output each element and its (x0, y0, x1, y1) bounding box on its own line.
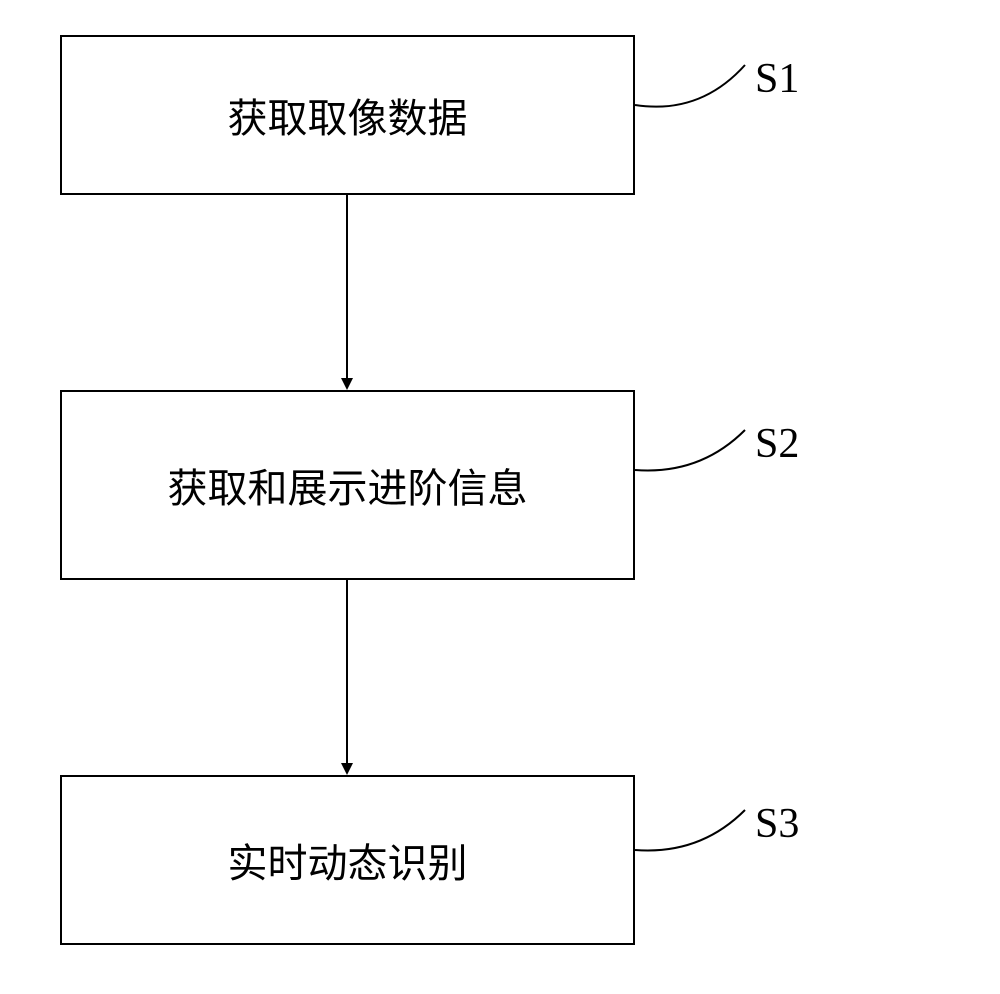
node-text: 实时动态识别 (228, 831, 468, 889)
node-text: 获取和展示进阶信息 (168, 456, 528, 514)
label-connector-s1 (635, 65, 745, 107)
flowchart-node-s3: 实时动态识别 (60, 775, 635, 945)
label-connector-s3 (635, 810, 745, 851)
node-text: 获取取像数据 (228, 86, 468, 144)
flowchart-node-s2: 获取和展示进阶信息 (60, 390, 635, 580)
node-label-s1: S1 (755, 55, 799, 103)
node-label-s3: S3 (755, 800, 799, 848)
node-label-s2: S2 (755, 420, 799, 468)
flowchart-node-s1: 获取取像数据 (60, 35, 635, 195)
flowchart-container: 获取取像数据 S1 获取和展示进阶信息 S2 实时动态识别 S3 (0, 0, 1000, 994)
label-connector-s2 (635, 430, 745, 471)
